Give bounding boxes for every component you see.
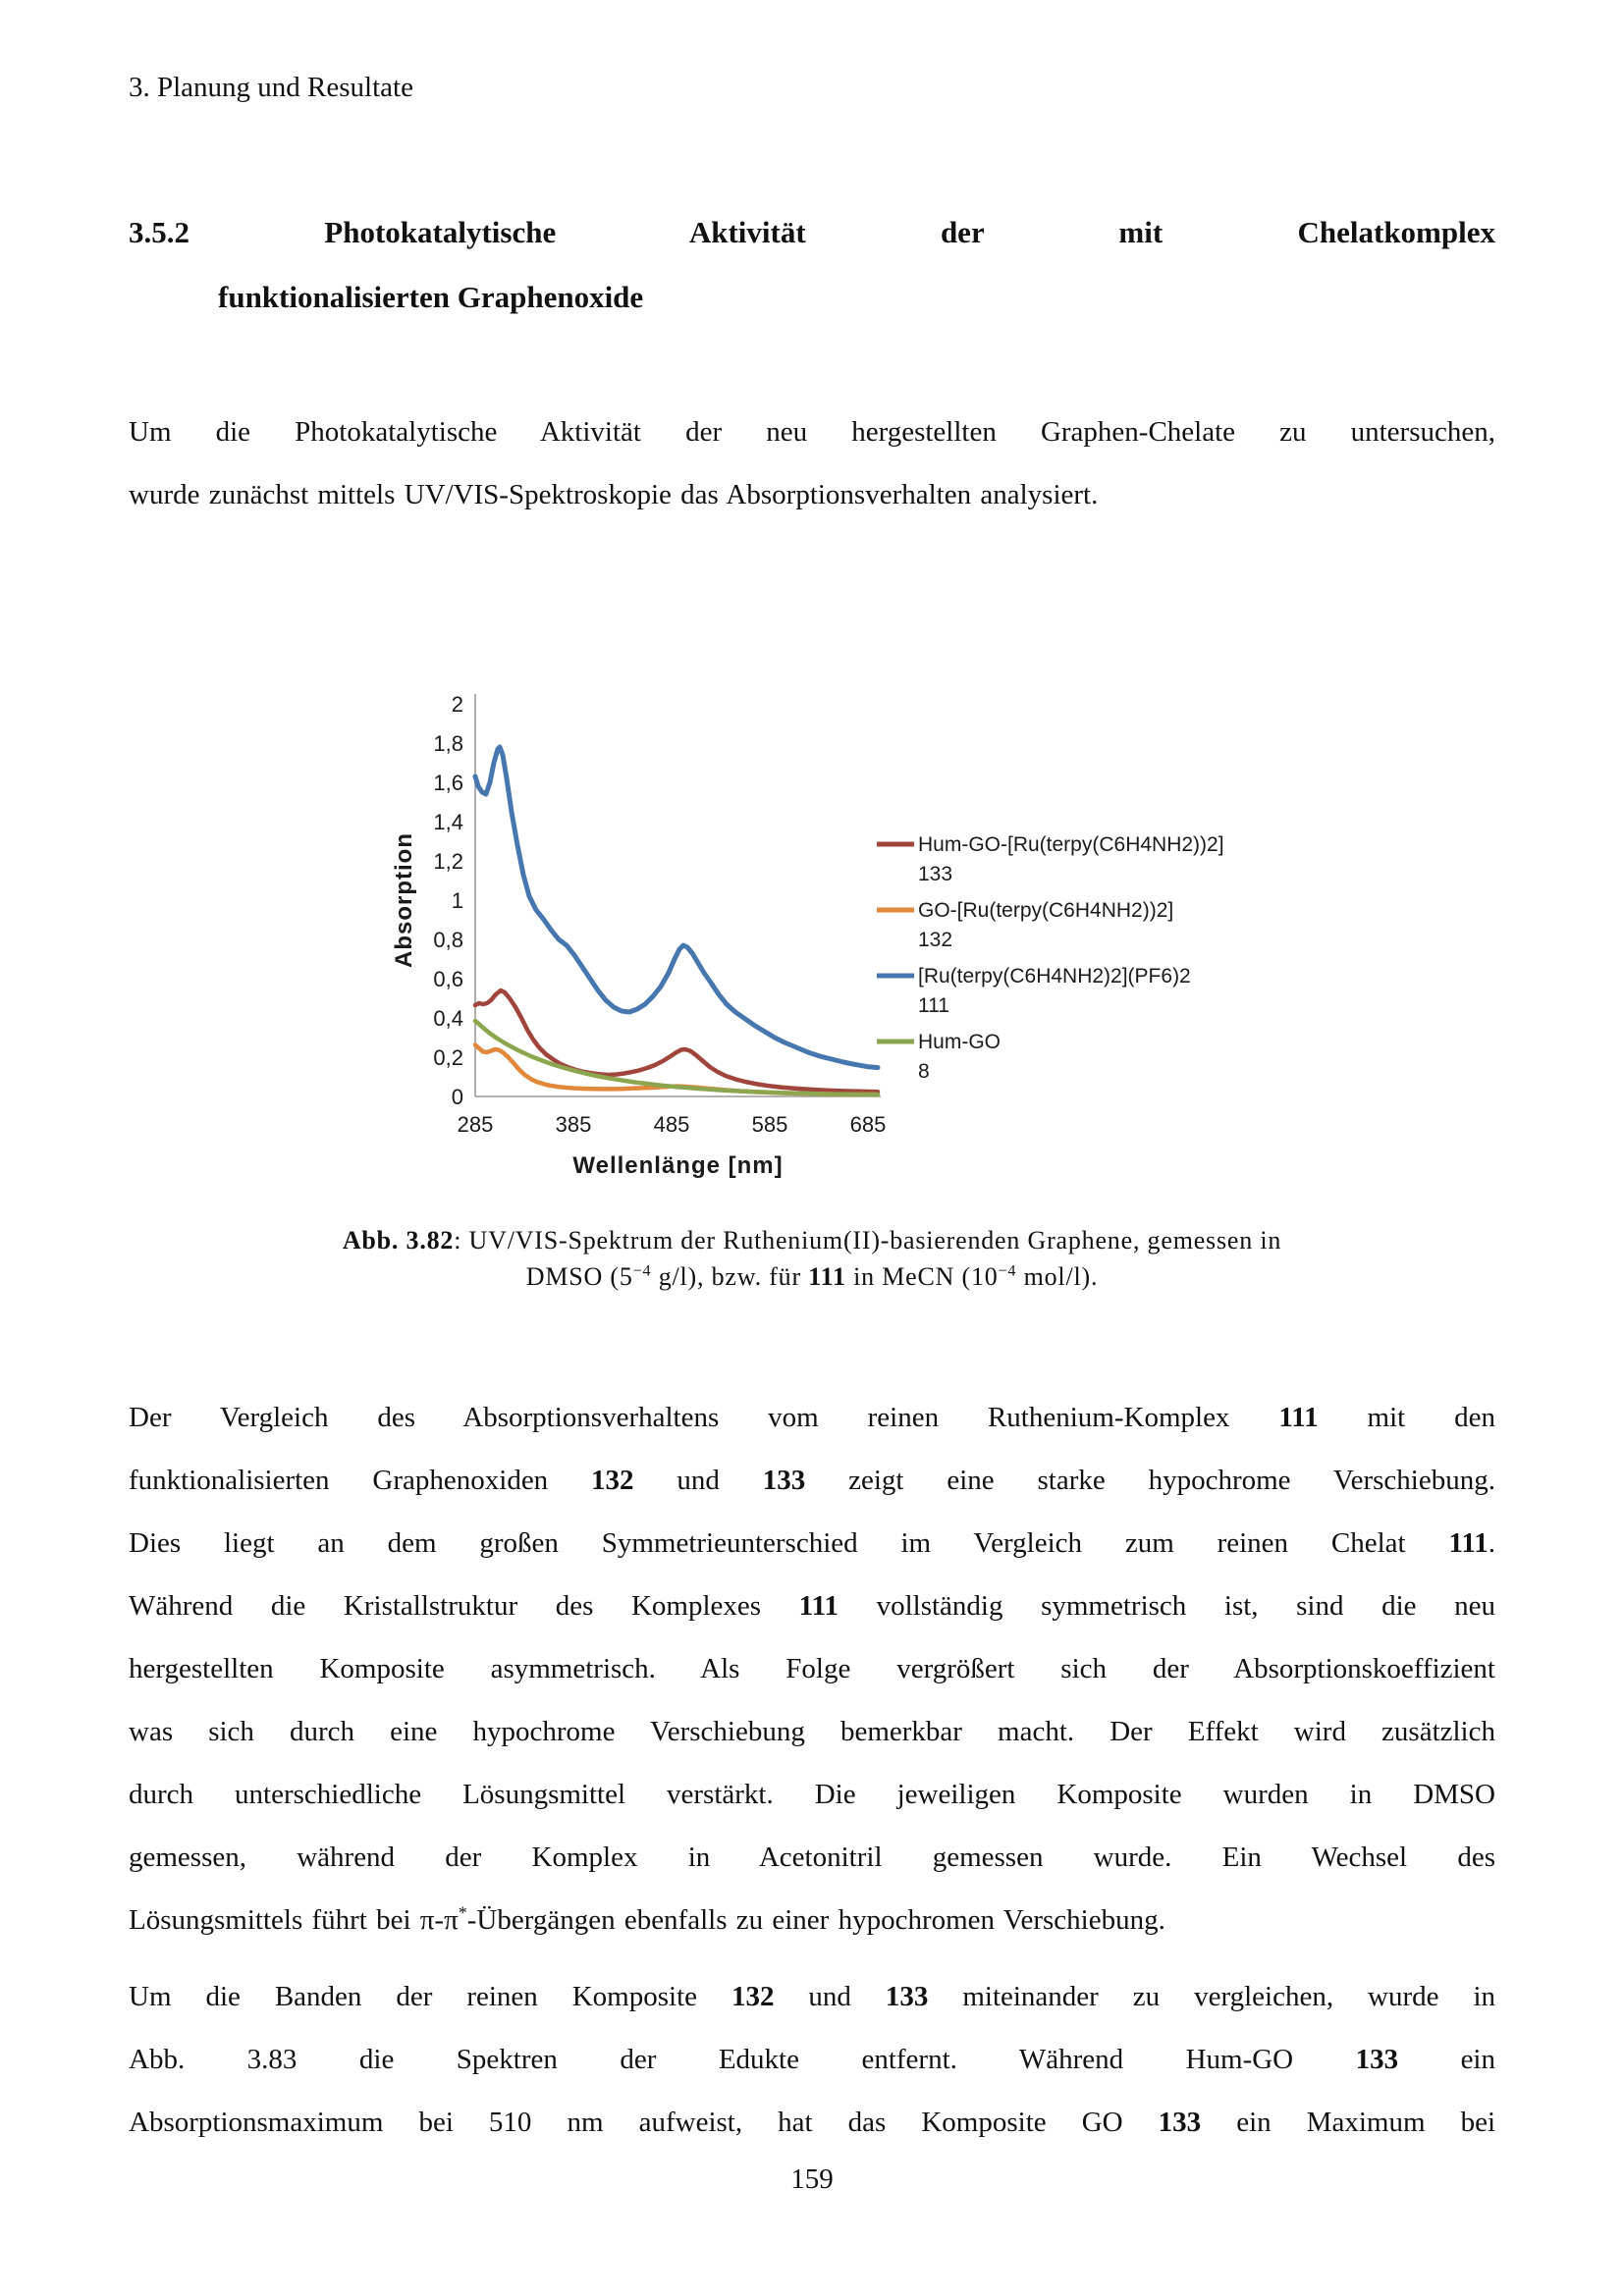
legend-number-132: 132 <box>918 929 952 951</box>
legend-label-132: GO-[Ru(terpy(C6H4NH2))2] <box>918 899 1173 922</box>
text-line: wurde zunächst mittels UV/VIS-Spektrosko… <box>129 479 1099 510</box>
x-tick-label: 485 <box>654 1112 690 1137</box>
text-line: Um die Banden der reinen Komposite 132 u… <box>129 1981 1496 2012</box>
legend-number-111: 111 <box>918 994 949 1017</box>
x-axis-title: Wellenlänge [nm] <box>572 1152 783 1179</box>
text-line: Abb. 3.82: UV/VIS-Spektrum der Ruthenium… <box>342 1226 1282 1255</box>
legend-number-133: 133 <box>918 863 952 885</box>
y-tick-label: 0 <box>452 1085 463 1109</box>
uvvis-chart: 0 0,2 0,4 0,6 0,8 1 1,2 1,4 1,6 1,8 2 285 385 485 585 6… <box>391 692 1224 1179</box>
y-tick-label: 1 <box>452 888 463 913</box>
body-paragraph-2: Um die Banden der reinen Komposite 132 u… <box>129 1965 1495 2154</box>
text-line: Um die Photokatalytische Aktivität der n… <box>129 416 1495 448</box>
section-heading-line1: 3.5.2 Photokatalytische Aktivität der mi… <box>129 215 1495 249</box>
figure-caption: Abb. 3.82: UV/VIS-Spektrum der Ruthenium… <box>129 1222 1495 1295</box>
y-tick-label: 2 <box>452 692 463 717</box>
y-tick-label: 0,2 <box>433 1045 463 1070</box>
section-heading: 3.5.2 Photokatalytische Aktivität der mi… <box>129 200 1495 330</box>
y-tick-label: 0,4 <box>433 1006 463 1031</box>
y-tick-label: 0,6 <box>433 967 463 991</box>
text-line: Absorptionsmaximum bei 510 nm aufweist, … <box>129 2107 1496 2138</box>
text-line: hergestellten Komposite asymmetrisch. Al… <box>129 1653 1495 1684</box>
legend-label-111: [Ru(terpy(C6H4NH2)2](PF6)2 <box>918 965 1191 988</box>
section-heading-line2: funktionalisierten Graphenoxide <box>218 280 644 314</box>
running-header: 3. Planung und Resultate <box>129 72 413 103</box>
legend-number-8: 8 <box>918 1060 930 1083</box>
y-tick-label: 1,4 <box>433 810 463 834</box>
text-line: Dies liegt an dem großen Symmetrieunters… <box>129 1527 1495 1559</box>
text-line: Der Vergleich des Absorptionsverhaltens … <box>129 1402 1495 1433</box>
x-tick-label: 685 <box>850 1112 887 1137</box>
text-line: Lösungsmittels führt bei π-π*-Übergängen… <box>129 1902 1165 1936</box>
x-tick-label: 585 <box>752 1112 788 1137</box>
y-axis-title: Absorption <box>391 832 417 968</box>
series-line-133 <box>472 988 881 1095</box>
y-tick-label: 0,8 <box>433 928 463 952</box>
x-tick-label: 385 <box>556 1112 592 1137</box>
legend-label-133: Hum-GO-[Ru(terpy(C6H4NH2))2] <box>918 833 1224 856</box>
text-line: gemessen, während der Komplex in Acetoni… <box>129 1842 1495 1873</box>
text-line: funktionalisierten Graphenoxiden 132 und… <box>129 1465 1495 1496</box>
series-line-8 <box>472 1018 881 1097</box>
y-tick-label: 1,8 <box>433 731 463 756</box>
legend-label-8: Hum-GO <box>918 1031 1001 1053</box>
page-number: 159 <box>790 2163 834 2195</box>
series-line-111 <box>472 744 881 1071</box>
x-tick-label: 285 <box>458 1112 494 1137</box>
text-line: was sich durch eine hypochrome Verschieb… <box>129 1716 1495 1747</box>
text-line: Während die Kristallstruktur des Komplex… <box>129 1590 1495 1622</box>
text-line: Abb. 3.83 die Spektren der Edukte entfer… <box>129 2044 1495 2075</box>
text-line: DMSO (5−4 g/l), bzw. für 111 in MeCN (10… <box>525 1262 1099 1291</box>
y-tick-label: 1,6 <box>433 771 463 795</box>
text-line: durch unterschiedliche Lösungsmittel ver… <box>129 1779 1495 1810</box>
y-tick-label: 1,2 <box>433 849 463 874</box>
body-paragraph-1: Der Vergleich des Absorptionsverhaltens … <box>129 1386 1495 1951</box>
figure-chart: 0 0,2 0,4 0,6 0,8 1 1,2 1,4 1,6 1,8 2 285 385 485 585 6… <box>264 686 1495 1187</box>
intro-paragraph: Um die Photokatalytische Aktivität der n… <box>129 400 1495 526</box>
